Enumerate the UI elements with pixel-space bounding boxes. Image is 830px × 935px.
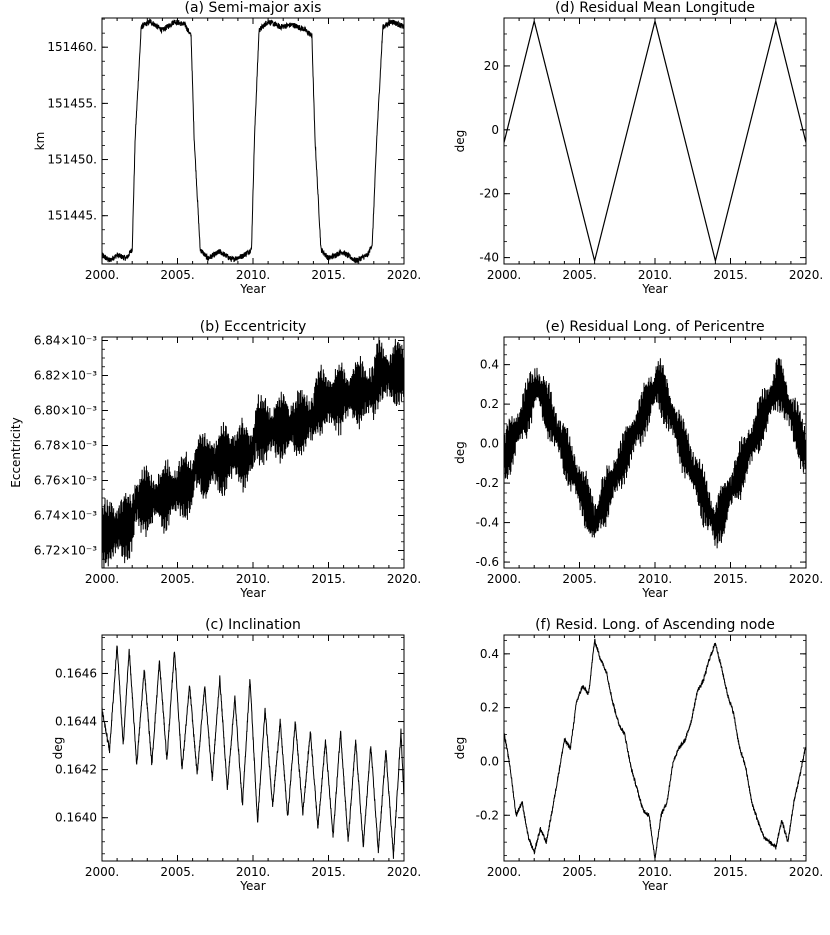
x-tick-label: 2005. [160,572,194,586]
y-tick-label: 0.2 [480,397,499,411]
x-tick-label: 2000. [487,865,521,879]
y-tick-label: -0.2 [476,476,499,490]
series-line [504,21,806,261]
y-axis-label: km [33,132,47,151]
chart-title: (c) Inclination [205,617,301,633]
y-tick-label: 151450. [47,153,97,167]
plot-frame [101,634,405,862]
y-tick-label: 0.1644 [55,715,97,729]
y-tick-label: 0.0 [480,437,499,451]
y-tick-label: 6.78×10⁻³ [34,439,97,453]
x-tick-label: 2015. [311,572,345,586]
x-tick-label: 2010. [236,268,270,282]
y-tick-label: 6.76×10⁻³ [34,474,97,488]
y-axis-label: deg [453,737,467,760]
y-tick-label: 20 [484,59,499,73]
panel-inclination: (c) Inclination 2000. 2005. 2010. 2015. 2020.… [51,617,421,893]
x-tick-label: 2020. [387,268,421,282]
y-tick-label: 0.1642 [55,763,97,777]
chart-title: (f) Resid. Long. of Ascending node [535,617,775,633]
x-tick-label: 2015. [713,268,747,282]
y-tick-label: 6.82×10⁻³ [34,369,97,383]
x-tick-label: 2020. [789,865,823,879]
chart-title: (e) Residual Long. of Pericentre [545,319,764,335]
series-line [102,18,404,264]
y-tick-label: 0 [491,123,499,137]
y-tick-label: 0.1640 [55,811,97,825]
x-tick-label: 2010. [638,865,672,879]
y-tick-label: 6.72×10⁻³ [34,544,97,558]
x-tick-label: 2010. [236,865,270,879]
y-tick-label: 0.4 [480,358,499,372]
panel-semi-major-axis: (a) Semi-major axis 2000. 2005. 2010. 2015. 2… [33,0,421,296]
y-axis-label: deg [453,441,467,464]
series-line [504,357,806,549]
x-tick-label: 2020. [387,865,421,879]
y-tick-label: 6.74×10⁻³ [34,509,97,523]
x-tick-label: 2000. [487,268,521,282]
y-tick-label: -40 [479,251,499,265]
plot-frame [101,17,405,265]
y-tick-label: -0.6 [476,555,499,569]
x-tick-label: 2005. [562,572,596,586]
x-tick-label: 2020. [387,572,421,586]
x-axis-label: Year [239,586,265,600]
y-tick-label: 0.0 [480,754,499,768]
x-axis-label: Year [641,586,667,600]
x-tick-label: 2000. [85,268,119,282]
y-tick-label: 151445. [47,209,97,223]
x-tick-label: 2020. [789,572,823,586]
y-tick-label: 0.4 [480,647,499,661]
x-tick-label: 2010. [236,572,270,586]
plot-frame [503,17,807,265]
series-line [102,645,404,859]
chart-title: (a) Semi-major axis [185,0,322,16]
chart-title: (d) Residual Mean Longitude [555,0,755,16]
x-tick-label: 2010. [638,572,672,586]
panel-eccentricity: (b) Eccentricity 2000. 2005. 2010. 2015. 2020… [9,319,421,600]
y-axis-label: deg [453,130,467,153]
y-tick-label: 6.84×10⁻³ [34,334,97,348]
x-tick-label: 2015. [713,572,747,586]
x-axis-label: Year [641,879,667,893]
panel-residual-mean-longitude: (d) Residual Mean Longitude 2000. 2005. 201… [453,0,823,296]
x-tick-label: 2000. [85,572,119,586]
x-tick-label: 2020. [789,268,823,282]
y-axis-label: deg [51,737,65,760]
y-tick-label: 6.80×10⁻³ [34,404,97,418]
x-tick-label: 2015. [713,865,747,879]
y-tick-label: -20 [479,187,499,201]
chart-title: (b) Eccentricity [200,319,306,335]
x-axis-label: Year [239,879,265,893]
x-axis-label: Year [641,282,667,296]
x-tick-label: 2000. [487,572,521,586]
x-tick-label: 2005. [562,865,596,879]
x-tick-label: 2010. [638,268,672,282]
y-axis-label: Eccentricity [9,417,23,487]
series-line [102,337,404,568]
x-tick-label: 2015. [311,865,345,879]
series-line [504,638,806,859]
x-tick-label: 2015. [311,268,345,282]
x-tick-label: 2000. [85,865,119,879]
plot-frame [503,336,807,569]
y-tick-label: 151460. [47,40,97,54]
x-tick-label: 2005. [562,268,596,282]
y-tick-label: 0.1646 [55,666,97,680]
y-tick-label: -0.2 [476,808,499,822]
panel-residual-long-pericentre: (e) Residual Long. of Pericentre 2000. 200… [453,319,823,600]
y-tick-label: 151455. [47,96,97,110]
y-tick-label: 0.2 [480,701,499,715]
x-tick-label: 2005. [160,268,194,282]
y-tick-label: -0.4 [476,516,499,530]
panel-resid-long-ascending-node: (f) Resid. Long. of Ascending node 2000. 2… [453,617,823,893]
x-tick-label: 2005. [160,865,194,879]
x-axis-label: Year [239,282,265,296]
